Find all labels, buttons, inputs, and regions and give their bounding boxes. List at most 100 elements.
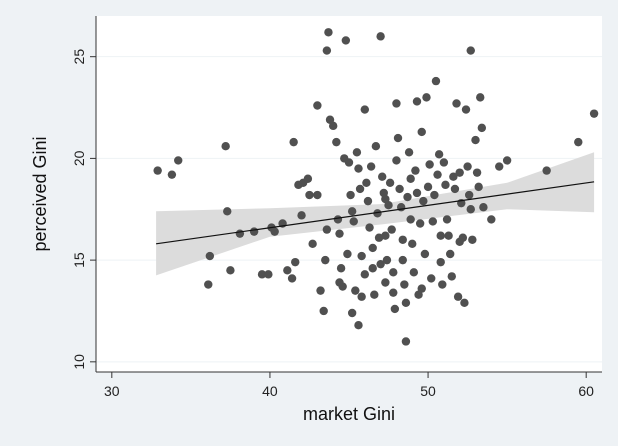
data-point: [381, 194, 390, 204]
data-point: [422, 93, 431, 102]
y-tick-label: 15: [71, 252, 87, 268]
data-point: [153, 166, 162, 175]
data-point: [436, 231, 445, 240]
data-point: [264, 270, 273, 279]
data-point: [446, 249, 455, 259]
data-point: [362, 178, 371, 188]
data-point: [542, 166, 551, 175]
data-point: [400, 280, 409, 289]
data-point: [357, 292, 366, 301]
data-point: [412, 97, 422, 106]
data-point: [433, 170, 442, 179]
data-point: [368, 264, 377, 273]
data-point: [174, 156, 183, 165]
data-point: [291, 257, 300, 267]
data-point: [313, 101, 322, 110]
data-point: [479, 203, 488, 212]
data-point: [431, 76, 441, 86]
data-point: [347, 308, 357, 318]
data-point: [385, 178, 395, 188]
data-point: [319, 306, 328, 316]
data-point: [395, 184, 404, 194]
data-point: [442, 215, 452, 224]
data-point: [221, 141, 230, 151]
data-point: [308, 239, 317, 249]
data-point: [495, 162, 504, 171]
data-point: [343, 249, 352, 259]
data-point: [461, 105, 471, 114]
x-tick-label: 30: [104, 383, 120, 399]
data-point: [336, 264, 346, 273]
data-point: [344, 158, 354, 167]
data-point: [355, 184, 365, 194]
data-point: [444, 231, 453, 240]
data-point: [449, 172, 458, 181]
data-point: [425, 160, 434, 169]
data-point: [406, 215, 415, 224]
data-point: [313, 190, 322, 200]
data-point: [373, 209, 382, 218]
data-point: [417, 127, 426, 137]
data-point: [303, 174, 313, 183]
data-point: [408, 239, 417, 249]
data-point: [460, 298, 469, 308]
data-point: [436, 257, 445, 267]
y-tick-label: 25: [71, 49, 87, 65]
data-point: [398, 255, 407, 265]
data-point: [204, 280, 213, 289]
x-tick-label: 50: [420, 383, 436, 399]
data-point: [223, 207, 232, 216]
data-point: [430, 190, 439, 200]
data-point: [392, 99, 401, 108]
data-point: [360, 270, 370, 279]
x-axis-title: market Gini: [303, 404, 395, 424]
data-point: [376, 32, 385, 41]
data-point: [289, 137, 298, 147]
data-point: [476, 93, 485, 102]
y-tick-label: 20: [71, 150, 87, 166]
y-axis-ticks: 10 15 20 25: [71, 49, 96, 370]
data-point: [396, 203, 406, 212]
data-point: [406, 174, 415, 183]
data-point: [453, 292, 463, 301]
data-point: [389, 288, 398, 297]
data-point: [351, 286, 360, 295]
data-point: [438, 280, 447, 289]
data-point: [589, 109, 599, 118]
data-point: [439, 158, 449, 167]
data-point: [427, 274, 436, 283]
data-point: [382, 255, 392, 265]
data-point: [360, 105, 370, 114]
data-point: [378, 172, 387, 181]
data-point: [167, 170, 177, 179]
data-point: [468, 235, 477, 244]
data-point: [398, 235, 407, 244]
data-point: [428, 217, 438, 226]
data-point: [574, 137, 583, 147]
data-point: [403, 192, 412, 202]
data-point: [270, 227, 279, 236]
data-point: [368, 243, 377, 253]
data-point: [328, 121, 338, 131]
data-point: [401, 298, 411, 308]
data-point: [322, 46, 332, 55]
data-point: [452, 99, 461, 108]
data-point: [235, 229, 245, 238]
data-point: [409, 268, 419, 277]
data-point: [335, 278, 344, 287]
data-point: [349, 217, 358, 226]
data-point: [502, 156, 512, 165]
data-point: [411, 166, 420, 175]
data-point: [419, 196, 428, 206]
data-point: [387, 225, 396, 234]
data-point: [376, 259, 385, 269]
data-point: [287, 274, 297, 283]
data-point: [474, 182, 483, 192]
data-point: [324, 28, 333, 37]
data-point: [354, 321, 363, 330]
data-point: [333, 215, 343, 224]
data-point: [365, 223, 374, 232]
data-point: [455, 237, 464, 247]
data-point: [374, 233, 384, 242]
